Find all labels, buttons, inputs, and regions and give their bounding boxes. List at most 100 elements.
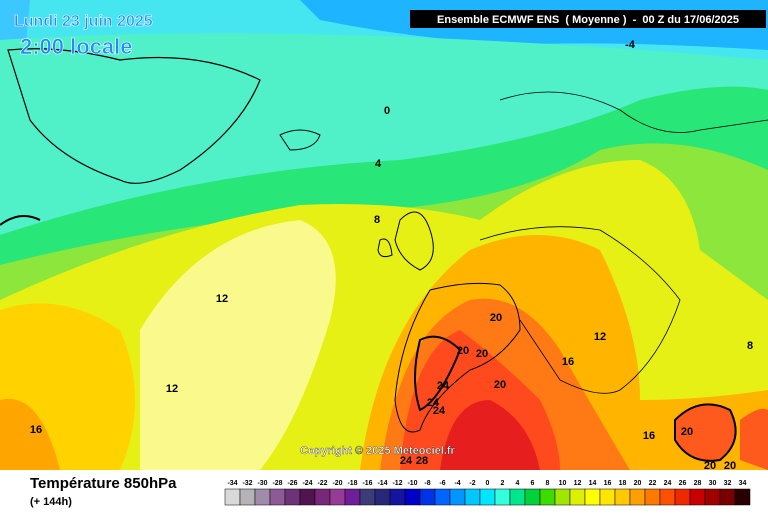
zone-28	[440, 400, 540, 470]
time: 2:00 locale	[20, 34, 133, 59]
legend-swatch	[614, 488, 631, 506]
legend-label: 12	[574, 480, 582, 487]
legend-label: 32	[724, 480, 732, 487]
legend-label: 26	[679, 480, 687, 487]
legend-swatch	[389, 488, 406, 506]
legend-swatch	[449, 488, 466, 506]
contour-label: 24	[427, 397, 440, 409]
contour-label: 8	[374, 214, 380, 226]
legend-swatch	[719, 488, 736, 506]
legend-swatch	[509, 488, 526, 506]
legend-swatch	[374, 488, 391, 506]
legend-label: -2	[469, 480, 475, 487]
legend-swatch	[569, 488, 586, 506]
legend-swatch	[314, 488, 331, 506]
legend-label: -6	[439, 480, 445, 487]
legend-swatch	[464, 488, 481, 506]
contour-label: 24	[437, 380, 450, 392]
legend-label: 10	[559, 480, 567, 487]
contour-label: 12	[216, 293, 228, 305]
legend-swatch	[734, 488, 751, 506]
legend-swatch	[524, 488, 541, 506]
legend-label: -12	[392, 480, 402, 487]
coast-europe	[479, 91, 768, 394]
legend-swatch	[359, 488, 376, 506]
legend-swatch	[704, 488, 721, 506]
legend-swatch	[479, 488, 496, 506]
contour-label: 20	[704, 460, 716, 472]
date: Lundi 23 juin 2025	[14, 13, 153, 30]
legend-label: -24	[302, 480, 312, 487]
legend-label: -20	[332, 480, 342, 487]
contour-label: 28	[416, 455, 428, 467]
legend-swatch	[269, 488, 286, 506]
legend-label: 6	[531, 480, 535, 487]
legend-swatch	[554, 488, 571, 506]
contour-label: 16	[562, 356, 574, 368]
legend-label: 2	[501, 480, 505, 487]
contour-label: 24	[433, 405, 446, 417]
contour-label: 16	[643, 430, 655, 442]
legend-label: 20	[634, 480, 642, 487]
contour-label: 0	[384, 105, 390, 117]
legend-label: -28	[272, 480, 282, 487]
legend-label: -26	[287, 480, 297, 487]
legend-label: 22	[649, 480, 657, 487]
legend-swatch	[344, 488, 361, 506]
copyright: Copyright © 2025 Meteociel.fr	[300, 445, 456, 457]
legend-swatch	[584, 488, 601, 506]
legend-label: 16	[604, 480, 612, 487]
legend-label: 24	[664, 480, 672, 487]
legend-label: -10	[407, 480, 417, 487]
legend-label: 34	[739, 480, 747, 487]
legend-label: 4	[516, 480, 520, 487]
legend-swatch	[689, 488, 706, 506]
coast-greenland	[7, 48, 261, 184]
legend-swatch	[239, 488, 256, 506]
coast-iberia-france	[394, 282, 521, 433]
legend-swatch	[329, 488, 346, 506]
map	[0, 0, 768, 471]
contour-label: 24	[400, 455, 413, 467]
legend-label: -4	[454, 480, 460, 487]
legend-swatch	[674, 488, 691, 506]
legend-label: -14	[377, 480, 387, 487]
contour-label: -4	[625, 39, 636, 51]
legend-swatch	[659, 488, 676, 506]
legend-label: -16	[362, 480, 372, 487]
legend-swatch	[404, 488, 421, 506]
zone-16w	[0, 398, 60, 470]
footer-title: Température 850hPa	[30, 475, 177, 492]
legend-swatch	[494, 488, 511, 506]
zone-20e2	[740, 408, 768, 470]
contour-label: 20	[490, 312, 502, 324]
footer-subtitle: (+ 144h)	[30, 496, 72, 508]
legend-label: 28	[694, 480, 702, 487]
legend-label: -22	[317, 480, 327, 487]
legend-swatch	[599, 488, 616, 506]
legend-swatch	[629, 488, 646, 506]
legend-label: -32	[242, 480, 252, 487]
legend-swatch	[539, 488, 556, 506]
legend-swatch	[284, 488, 301, 506]
model-info: Ensemble ECMWF ENS ( Moyenne ) - 00 Z du…	[437, 14, 739, 26]
legend-label: 18	[619, 480, 627, 487]
coast-labrador	[0, 215, 41, 226]
legend-label: 8	[546, 480, 550, 487]
isotherm-24	[414, 335, 462, 412]
legend-swatch	[419, 488, 436, 506]
contour-label: 12	[594, 331, 606, 343]
contour-label: 20	[494, 379, 506, 391]
legend-label: -18	[347, 480, 357, 487]
contour-label: 20	[457, 345, 469, 357]
contour-label: 20	[724, 460, 736, 472]
contour-label: 8	[747, 340, 753, 352]
legend: -34 -32 -30 -28 -26 -24 -22 -20 -18 -16 -14 -12 -10-…	[224, 480, 751, 506]
contour-label: 20	[681, 426, 693, 438]
legend-swatch	[299, 488, 316, 506]
legend-label: -34	[227, 480, 237, 487]
legend-label: 0	[486, 480, 490, 487]
legend-label: 30	[709, 480, 717, 487]
